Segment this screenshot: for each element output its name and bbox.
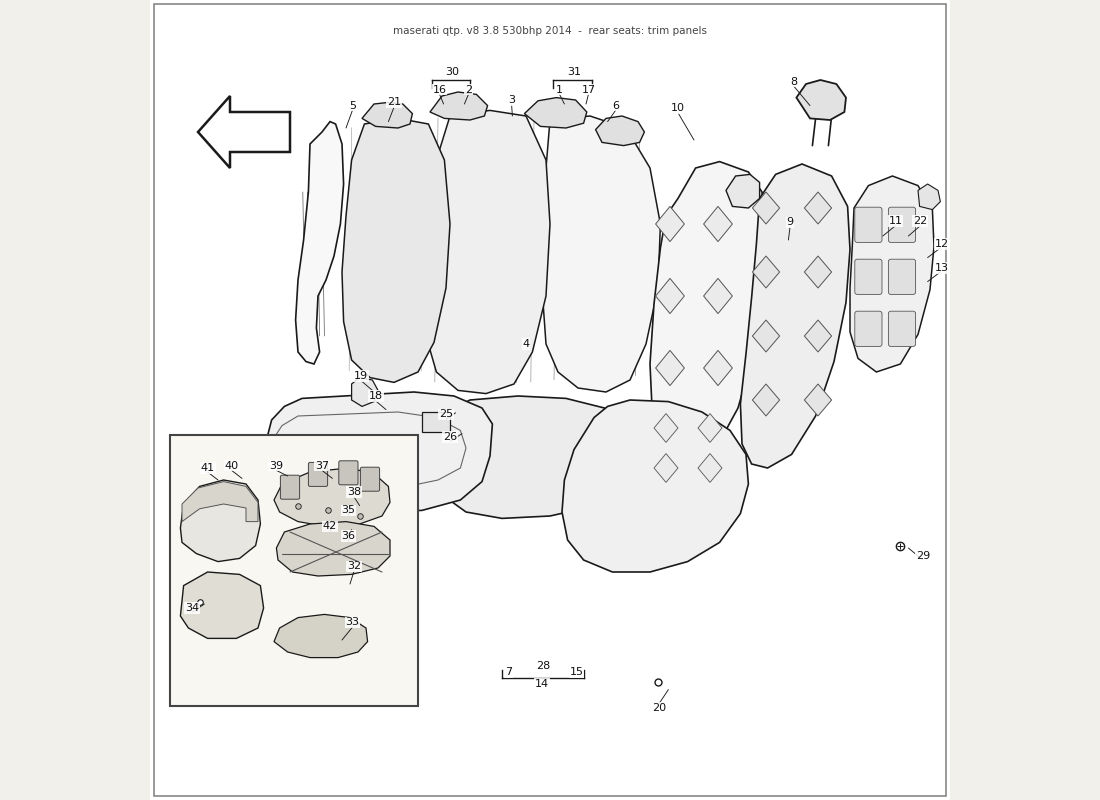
Text: 14: 14 (535, 679, 549, 689)
Text: 10: 10 (671, 103, 685, 113)
FancyBboxPatch shape (855, 311, 882, 346)
Polygon shape (752, 384, 780, 416)
FancyBboxPatch shape (889, 207, 915, 242)
Text: 38: 38 (346, 487, 361, 497)
FancyBboxPatch shape (855, 259, 882, 294)
Text: 11: 11 (889, 216, 903, 226)
Text: 39: 39 (270, 461, 284, 470)
Polygon shape (650, 162, 768, 474)
Text: 2: 2 (465, 85, 472, 94)
FancyBboxPatch shape (308, 462, 328, 486)
FancyBboxPatch shape (339, 461, 358, 485)
Text: 20: 20 (651, 703, 666, 713)
FancyBboxPatch shape (280, 475, 299, 499)
Text: 17: 17 (581, 85, 595, 94)
Text: 25: 25 (439, 410, 453, 419)
Polygon shape (704, 278, 733, 314)
Polygon shape (182, 482, 258, 522)
Text: 31: 31 (566, 67, 581, 77)
Polygon shape (796, 80, 846, 120)
Polygon shape (656, 206, 684, 242)
FancyBboxPatch shape (361, 467, 379, 491)
Polygon shape (726, 174, 760, 208)
Text: 32: 32 (346, 562, 361, 571)
Polygon shape (704, 206, 733, 242)
Text: 7: 7 (505, 667, 512, 677)
Text: 3: 3 (508, 95, 515, 105)
Polygon shape (752, 256, 780, 288)
Polygon shape (656, 350, 684, 386)
Text: 9: 9 (786, 218, 793, 227)
Polygon shape (656, 278, 684, 314)
Text: 40: 40 (224, 461, 239, 470)
Polygon shape (438, 396, 637, 518)
Text: 28: 28 (537, 661, 551, 670)
Polygon shape (740, 164, 850, 468)
Polygon shape (698, 454, 722, 482)
Polygon shape (296, 122, 343, 364)
FancyBboxPatch shape (889, 311, 915, 346)
Text: 36: 36 (341, 531, 355, 541)
Text: 15: 15 (570, 667, 583, 677)
Polygon shape (704, 350, 733, 386)
Polygon shape (362, 102, 412, 128)
Text: maserati qtp. v8 3.8 530bhp 2014  -  rear seats: trim panels: maserati qtp. v8 3.8 530bhp 2014 - rear … (393, 26, 707, 35)
Text: 37: 37 (315, 461, 329, 470)
Polygon shape (850, 176, 934, 372)
Polygon shape (804, 384, 832, 416)
Polygon shape (352, 378, 378, 406)
Text: 16: 16 (432, 85, 447, 94)
Text: 4: 4 (522, 339, 529, 349)
Polygon shape (752, 320, 780, 352)
Polygon shape (262, 392, 493, 514)
Polygon shape (198, 96, 290, 168)
Polygon shape (562, 400, 748, 572)
Text: 5: 5 (349, 101, 356, 110)
Text: 22: 22 (913, 216, 927, 226)
Polygon shape (804, 320, 832, 352)
Polygon shape (274, 468, 390, 526)
Polygon shape (342, 118, 450, 382)
Text: 18: 18 (368, 391, 383, 401)
Polygon shape (752, 192, 780, 224)
Polygon shape (542, 116, 660, 392)
Polygon shape (430, 92, 487, 120)
Text: 33: 33 (345, 618, 360, 627)
Text: 6: 6 (612, 101, 619, 110)
Polygon shape (918, 184, 940, 210)
Polygon shape (424, 110, 550, 394)
Text: 13: 13 (935, 263, 949, 273)
Text: 41: 41 (200, 463, 214, 473)
Polygon shape (525, 98, 586, 128)
Polygon shape (180, 480, 261, 562)
Polygon shape (595, 116, 645, 146)
Text: 21: 21 (387, 98, 402, 107)
Polygon shape (654, 454, 678, 482)
Text: 26: 26 (443, 432, 458, 442)
Text: 30: 30 (446, 67, 460, 77)
Text: 12: 12 (935, 239, 949, 249)
Text: 8: 8 (791, 77, 798, 86)
FancyBboxPatch shape (855, 207, 882, 242)
FancyBboxPatch shape (889, 259, 915, 294)
Polygon shape (654, 414, 678, 442)
Text: 35: 35 (341, 506, 355, 515)
Text: 34: 34 (185, 603, 199, 613)
Polygon shape (180, 572, 264, 638)
FancyBboxPatch shape (154, 4, 946, 796)
Polygon shape (274, 614, 367, 658)
FancyBboxPatch shape (170, 435, 418, 706)
Polygon shape (276, 522, 390, 576)
Text: 1: 1 (557, 85, 563, 94)
Text: 42: 42 (323, 522, 337, 531)
Polygon shape (698, 414, 722, 442)
Text: 29: 29 (915, 551, 930, 561)
Text: 19: 19 (354, 371, 368, 381)
Bar (422, 412, 450, 432)
Polygon shape (804, 192, 832, 224)
Polygon shape (804, 256, 832, 288)
